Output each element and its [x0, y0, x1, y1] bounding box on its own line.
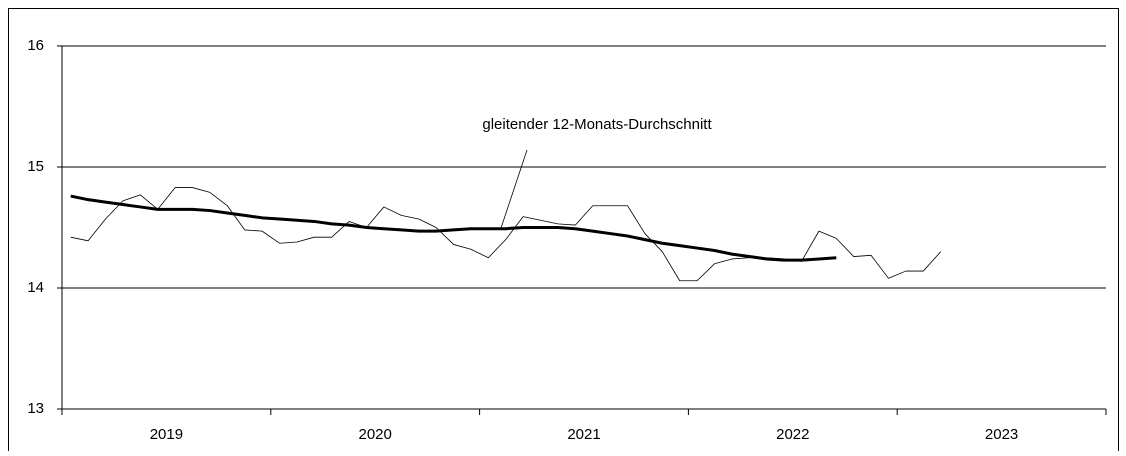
y-tick-label: 14: [27, 279, 44, 296]
y-tick-label: 15: [27, 158, 44, 175]
x-tick-label: 2019: [150, 426, 183, 443]
series-line: [70, 187, 941, 282]
series-line: [70, 194, 837, 262]
x-tick-label: 2021: [567, 426, 600, 443]
x-tick-label: 2020: [359, 426, 392, 443]
annotation-leader: [500, 149, 528, 229]
frame: [8, 8, 1119, 456]
x-tick-label: 2023: [985, 426, 1018, 443]
y-tick-label: 13: [27, 400, 44, 417]
y-tick-label: 16: [27, 37, 44, 54]
annotation: gleitender 12-Monats-Durchschnitt: [482, 116, 712, 133]
x-tick-label: 2022: [776, 426, 809, 443]
